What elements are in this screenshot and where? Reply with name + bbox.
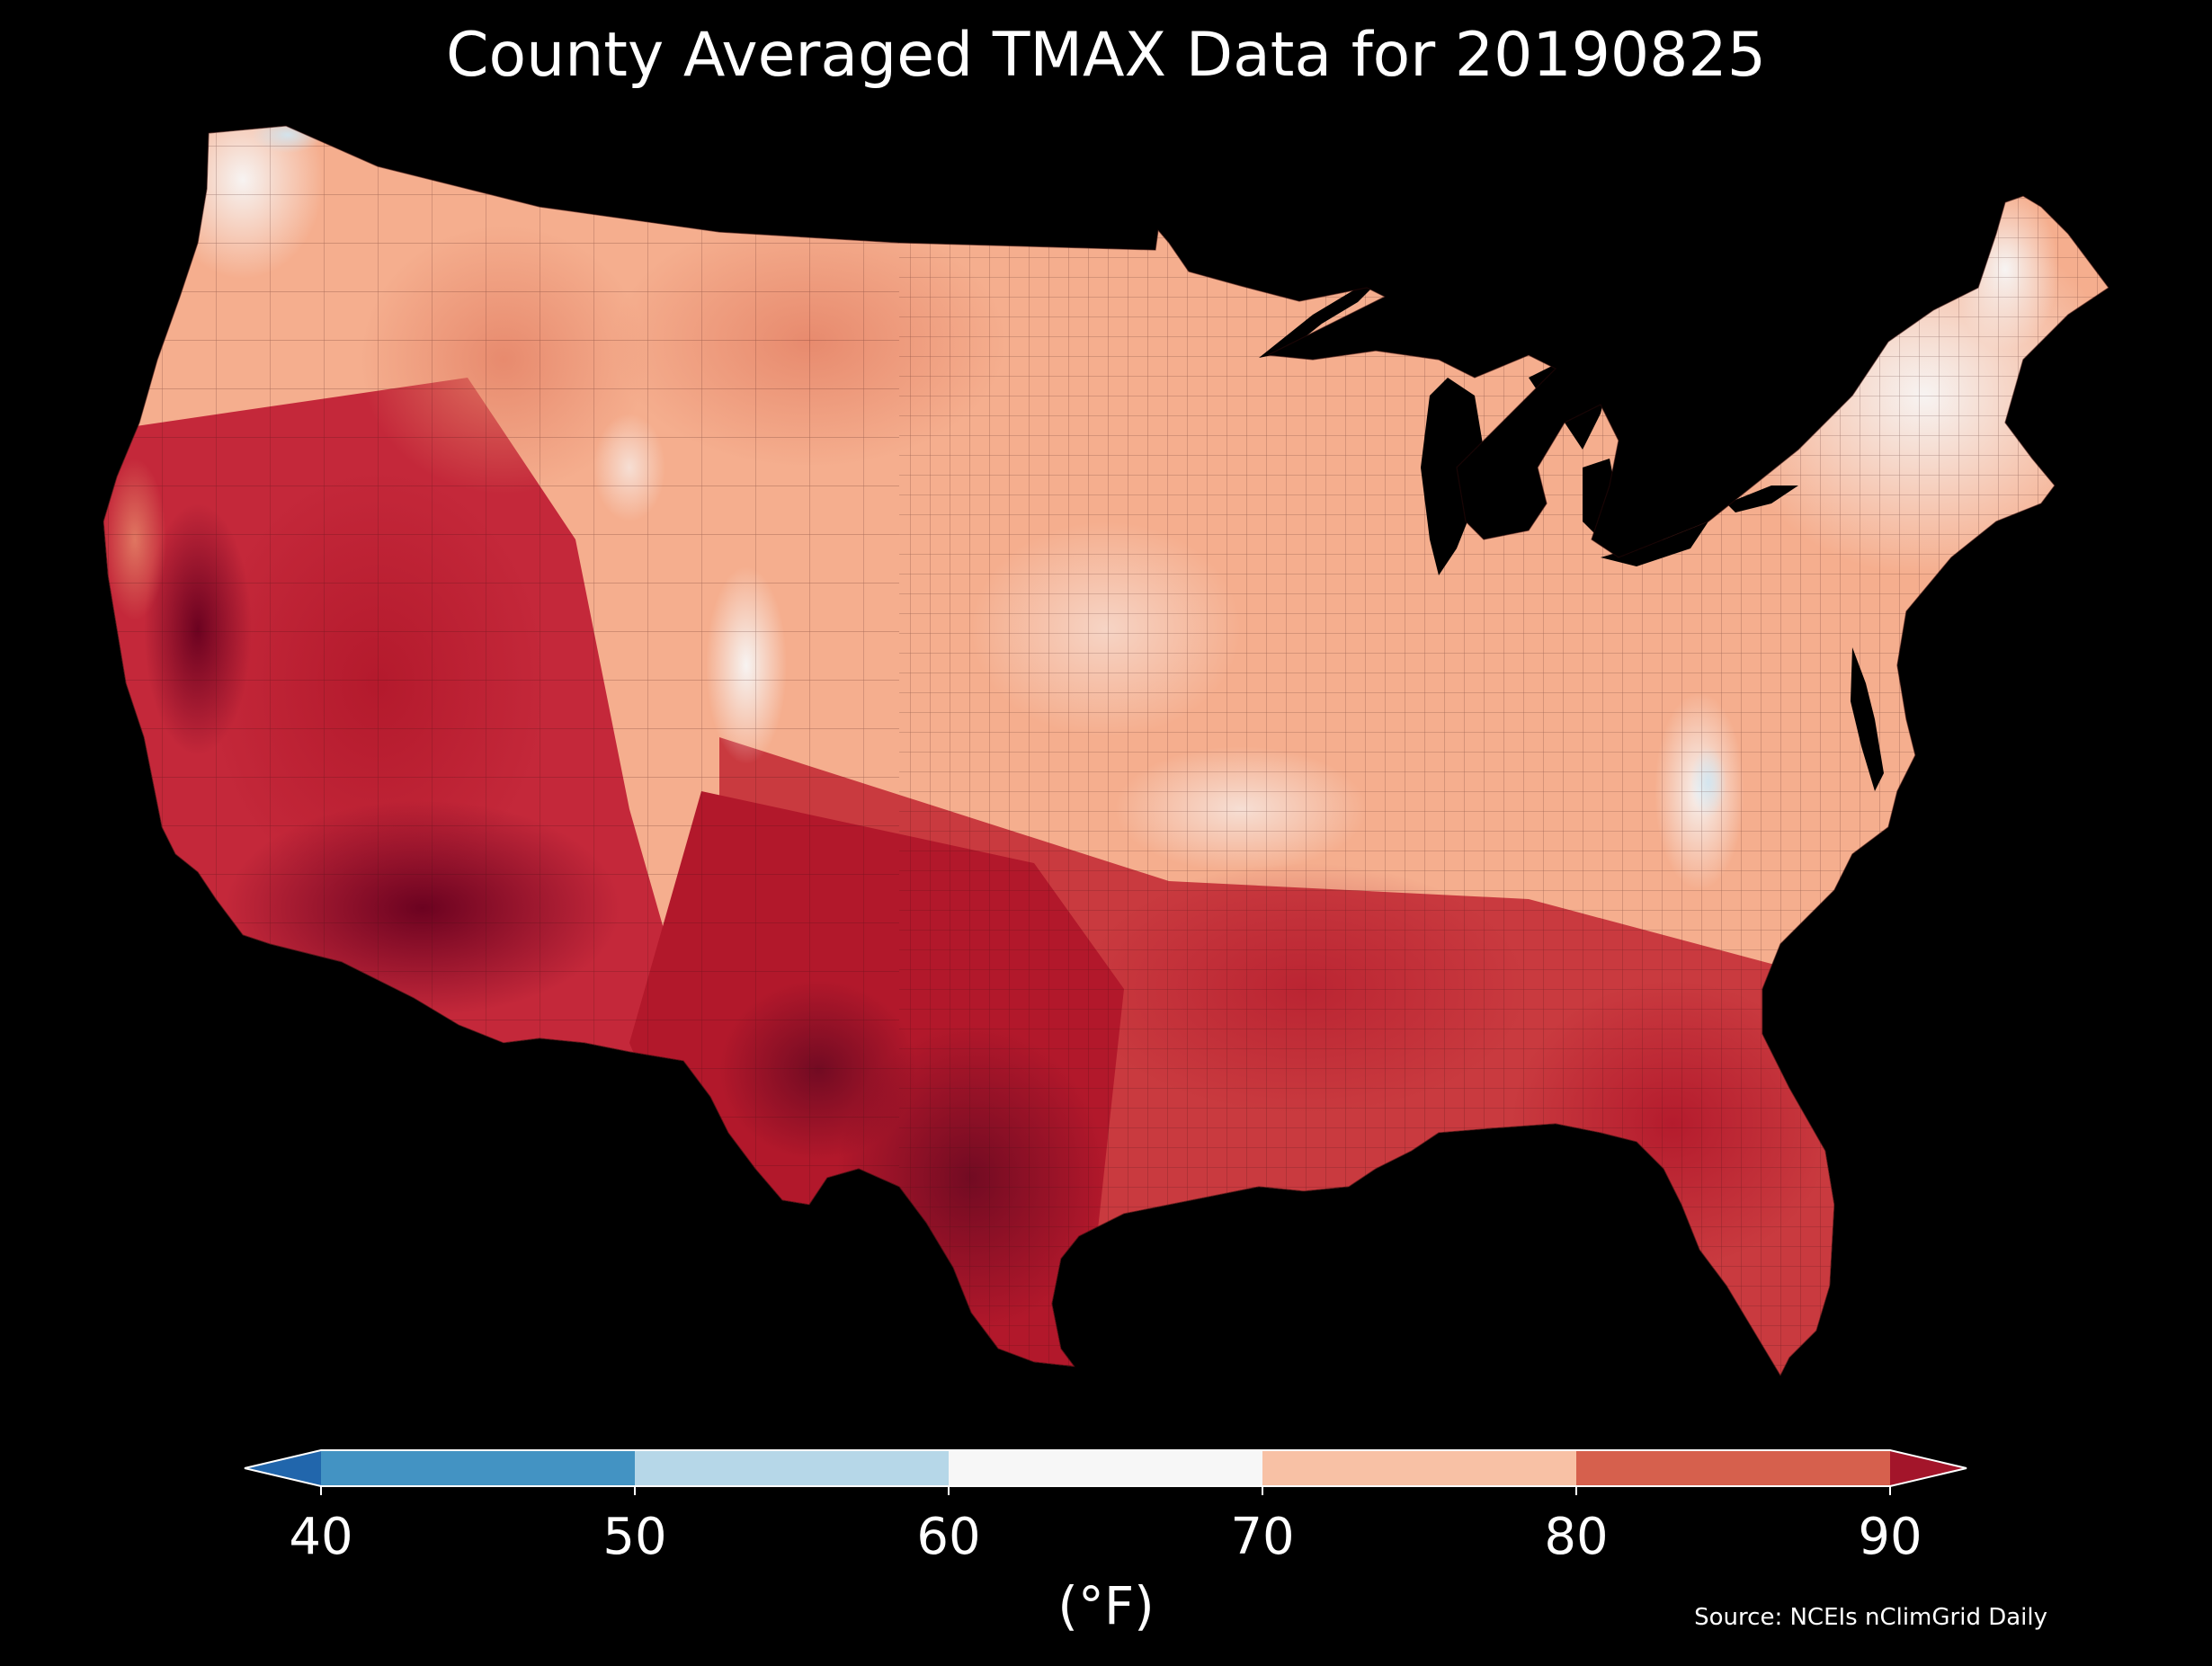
- colorbar-bin: [949, 1450, 1263, 1486]
- colorbar-bin: [321, 1450, 636, 1486]
- colorbar-bin: [635, 1450, 950, 1486]
- colorbar-extend-high: [1890, 1450, 1967, 1486]
- colorbar-extend-low: [245, 1450, 321, 1486]
- colorbar-tick-70: 70: [1230, 1508, 1295, 1566]
- colorbar: [0, 1439, 2212, 1666]
- colorbar-tick-60: 60: [916, 1508, 981, 1566]
- colorbar-tick-50: 50: [602, 1508, 667, 1566]
- chesapeake-bay: [1851, 647, 1884, 791]
- colorbar-tick-90: 90: [1858, 1508, 1922, 1566]
- source-credit: Source: NCEIs nClimGrid Daily: [1694, 1604, 2047, 1631]
- colorbar-bin: [1262, 1450, 1577, 1486]
- colorbar-unit-label: (°F): [1057, 1575, 1155, 1636]
- colorbar-bin: [1576, 1450, 1891, 1486]
- map-title: County Averaged TMAX Data for 20190825: [446, 20, 1766, 91]
- colorbar-tick-40: 40: [289, 1508, 353, 1566]
- choropleth-map: [103, 125, 2109, 1376]
- colorbar-tick-80: 80: [1544, 1508, 1609, 1566]
